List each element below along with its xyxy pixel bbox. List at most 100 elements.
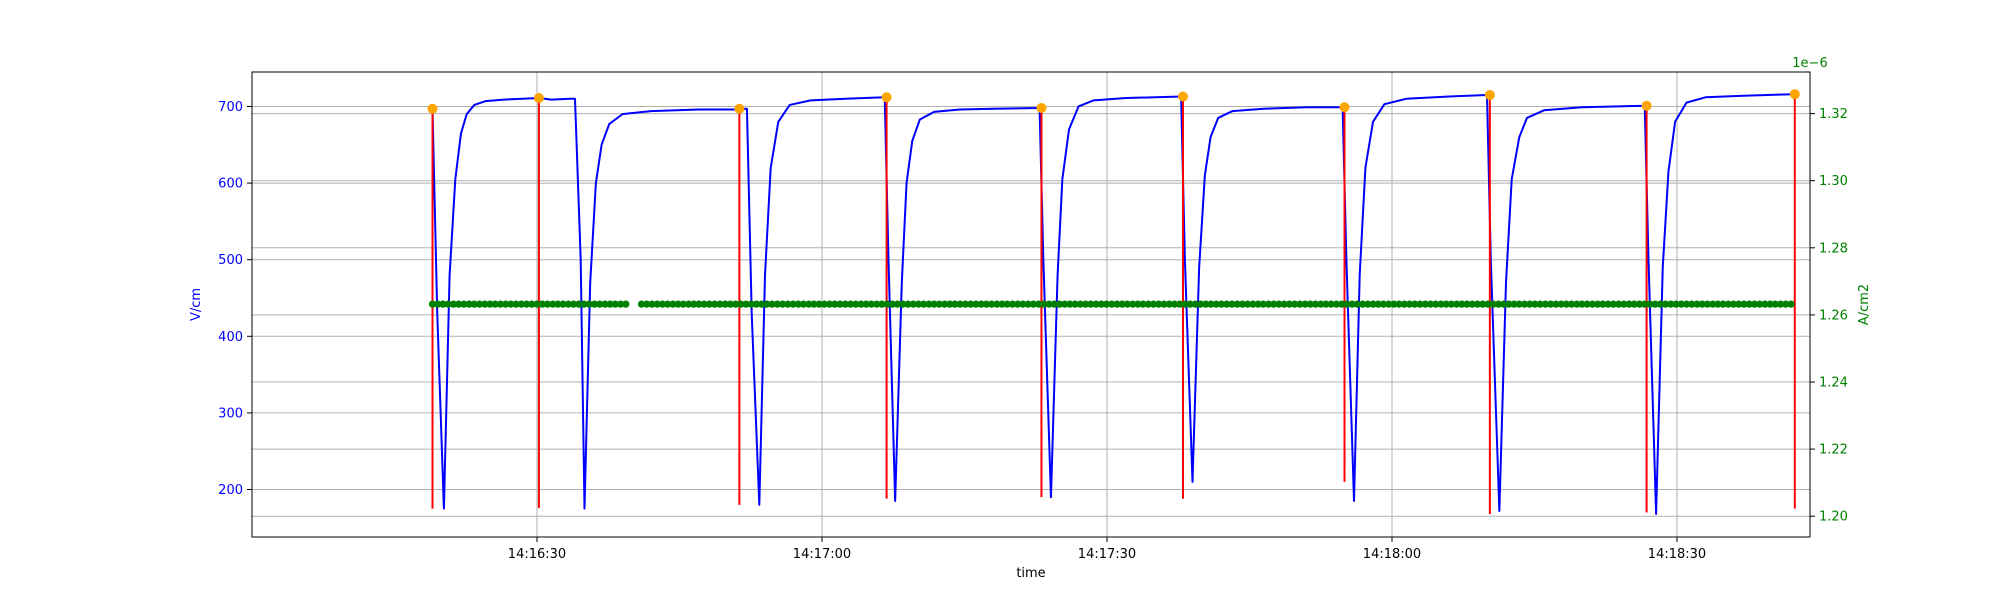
current-marker xyxy=(1385,300,1393,308)
current-marker xyxy=(1040,300,1048,308)
current-marker xyxy=(1520,300,1529,308)
y-right-tick-label: 1.26 xyxy=(1819,308,1848,323)
current-marker xyxy=(1437,300,1445,308)
current-marker xyxy=(1776,300,1785,308)
peak-marker xyxy=(1036,103,1047,113)
current-marker xyxy=(815,300,823,308)
current-marker xyxy=(852,300,860,308)
current-marker xyxy=(1667,300,1675,308)
current-marker xyxy=(1019,300,1027,308)
current-marker xyxy=(1416,300,1424,308)
current-marker xyxy=(1170,300,1179,308)
current-marker xyxy=(899,300,907,308)
current-marker xyxy=(1280,300,1288,308)
current-marker xyxy=(946,300,954,308)
current-marker xyxy=(1729,300,1738,308)
current-marker xyxy=(1703,300,1711,308)
y-right-tick-label: 1.22 xyxy=(1819,443,1848,458)
current-marker xyxy=(1719,300,1727,308)
current-marker xyxy=(1453,300,1461,308)
peak-marker xyxy=(734,103,745,114)
current-marker xyxy=(1693,300,1701,308)
current-marker xyxy=(449,300,457,308)
current-marker xyxy=(1677,300,1685,308)
current-marker xyxy=(831,300,839,308)
current-marker xyxy=(1108,300,1116,308)
current-marker xyxy=(998,300,1006,308)
current-marker xyxy=(1578,300,1586,308)
current-marker xyxy=(1353,300,1361,308)
current-marker xyxy=(1724,300,1732,308)
current-marker xyxy=(1343,300,1351,308)
current-marker xyxy=(1259,300,1267,308)
axes: 14:16:30 14:17:00 14:17:30 14:18:00 14:18:30… xyxy=(218,100,1848,562)
y-left-tick-label: 700 xyxy=(218,100,243,115)
current-marker xyxy=(569,300,578,308)
current-marker xyxy=(904,300,912,308)
current-marker xyxy=(664,300,672,308)
current-marker xyxy=(873,300,881,308)
current-marker xyxy=(972,300,980,308)
current-marker xyxy=(1233,300,1241,308)
current-marker xyxy=(826,300,834,308)
current-marker xyxy=(512,300,520,308)
current-marker xyxy=(1594,300,1602,308)
current-marker xyxy=(1045,300,1053,308)
peak-marker xyxy=(533,93,544,104)
current-marker xyxy=(925,300,933,308)
current-marker xyxy=(857,300,865,308)
current-marker xyxy=(1364,300,1372,308)
current-marker xyxy=(470,300,478,308)
current-marker xyxy=(622,300,630,308)
current-marker xyxy=(543,300,552,308)
current-marker xyxy=(580,300,588,308)
current-marker xyxy=(1254,300,1262,308)
current-marker xyxy=(533,300,541,308)
x-axis-label: time xyxy=(1016,566,1045,581)
current-marker xyxy=(637,300,646,308)
current-marker xyxy=(1238,300,1246,308)
current-marker xyxy=(1317,300,1325,308)
current-marker xyxy=(648,300,656,308)
current-marker xyxy=(1322,300,1330,308)
current-marker xyxy=(522,300,531,308)
y-right-tick-label: 1.28 xyxy=(1819,241,1848,256)
current-marker xyxy=(993,300,1001,308)
current-marker xyxy=(554,300,562,308)
current-marker xyxy=(778,300,787,308)
current-marker xyxy=(679,300,687,308)
x-tick-label: 14:17:00 xyxy=(793,547,851,562)
current-marker xyxy=(799,300,808,308)
field-line xyxy=(431,93,1793,516)
current-marker xyxy=(1149,300,1158,308)
current-marker xyxy=(1291,300,1299,308)
current-marker xyxy=(805,300,813,308)
current-marker xyxy=(1134,300,1142,308)
current-marker xyxy=(1484,300,1492,308)
current-marker xyxy=(434,300,442,308)
current-marker xyxy=(1761,300,1769,308)
current-marker xyxy=(1285,300,1293,308)
current-marker xyxy=(1463,300,1471,308)
current-marker xyxy=(1207,300,1215,308)
current-marker xyxy=(1003,300,1011,308)
current-marker xyxy=(888,300,896,308)
current-marker xyxy=(1066,300,1074,308)
plot-data xyxy=(427,89,1800,516)
current-marker xyxy=(1526,300,1534,308)
current-marker xyxy=(1202,300,1210,308)
current-marker xyxy=(1510,300,1518,308)
current-marker xyxy=(1390,300,1398,308)
current-marker xyxy=(930,300,938,308)
current-marker xyxy=(1735,300,1743,308)
current-marker xyxy=(1165,300,1173,308)
current-marker xyxy=(846,300,855,308)
current-marker xyxy=(1656,300,1664,308)
current-marker xyxy=(596,300,604,308)
current-marker xyxy=(961,300,970,308)
current-marker xyxy=(611,300,619,308)
current-marker xyxy=(1662,300,1670,308)
current-marker xyxy=(669,300,677,308)
current-marker xyxy=(1714,300,1722,308)
